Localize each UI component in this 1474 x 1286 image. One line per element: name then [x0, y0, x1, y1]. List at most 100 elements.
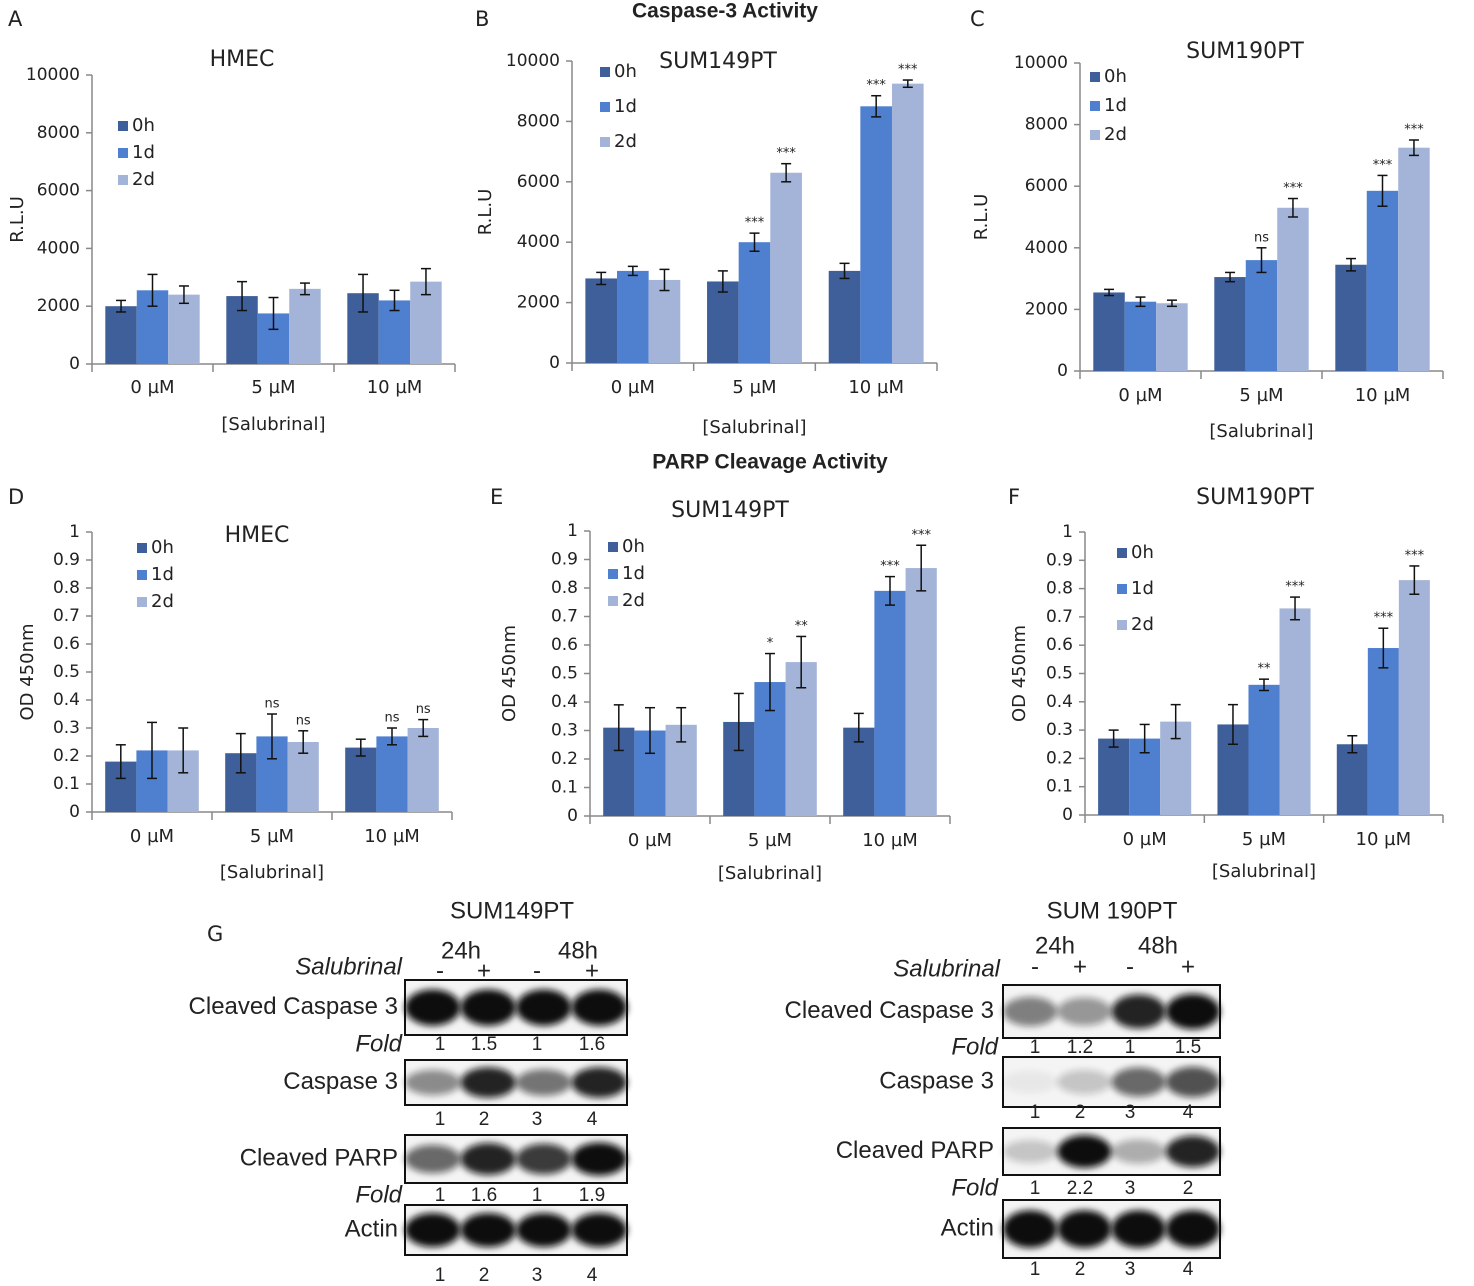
y-tick-label: 0.5	[1046, 664, 1073, 684]
legend-label: 2d	[1131, 614, 1154, 635]
blot-band	[1003, 1070, 1058, 1094]
bar	[828, 270, 861, 363]
chart-title: HMEC	[210, 47, 275, 72]
legend-label: 0h	[622, 536, 645, 557]
blot-band	[571, 1067, 627, 1098]
y-tick-label: 0.2	[551, 749, 578, 769]
blot-band	[1057, 1135, 1112, 1168]
blot-row-label: Cleaved Caspase 3	[785, 997, 994, 1024]
bar	[1098, 738, 1130, 815]
lane-number: 4	[587, 1109, 598, 1130]
bar	[1335, 264, 1367, 371]
treatment-sign: +	[1181, 953, 1195, 980]
legend-label: 2d	[151, 591, 174, 612]
x-axis-label: [Salubrinal]	[1212, 861, 1316, 882]
lane-number: 1	[1030, 1259, 1041, 1280]
blot-band	[460, 1143, 516, 1175]
legend-swatch	[137, 543, 147, 553]
blot-band	[1057, 1210, 1112, 1248]
fold-label: Fold	[355, 1030, 402, 1057]
y-tick-label: 0.6	[1046, 635, 1073, 655]
y-tick-label: 0.9	[1046, 550, 1073, 570]
significance-label: ***	[898, 63, 918, 78]
y-tick-label: 1	[567, 521, 578, 541]
legend-label: 2d	[132, 169, 155, 190]
treatment-sign: +	[585, 957, 599, 984]
y-tick-label: 8000	[517, 111, 560, 131]
blot-band	[571, 1142, 627, 1176]
lane-number: 3	[532, 1109, 543, 1130]
fold-value: 1.2	[1067, 1037, 1093, 1058]
fold-value: 1.6	[471, 1185, 497, 1206]
legend-label: 0h	[151, 537, 174, 558]
legend-swatch	[118, 175, 128, 185]
x-tick-label: 10 µM	[848, 377, 904, 398]
fold-value: 1.5	[471, 1034, 497, 1055]
blot-band	[460, 989, 516, 1026]
significance-label: ***	[1374, 611, 1394, 626]
x-tick-label: 10 µM	[862, 830, 918, 851]
y-tick-label: 0.1	[1046, 777, 1073, 797]
legend-swatch	[608, 596, 618, 606]
legend-label: 1d	[1131, 578, 1154, 599]
x-axis-label: [Salubrinal]	[220, 862, 324, 883]
y-tick-label: 0.1	[551, 778, 578, 798]
legend-swatch	[137, 570, 147, 580]
y-tick-label: 0.7	[551, 607, 578, 627]
y-axis-label: OD 450nm	[499, 625, 520, 722]
blot-band	[405, 1144, 461, 1174]
panel-letter: B	[475, 7, 489, 31]
bar	[1248, 684, 1280, 815]
blot-row-label: Caspase 3	[283, 1068, 398, 1095]
y-tick-label: 0.8	[1046, 579, 1073, 599]
bar	[407, 728, 439, 812]
legend-label: 0h	[1131, 542, 1154, 563]
fold-label: Fold	[355, 1181, 402, 1208]
blot-band	[571, 989, 627, 1026]
panel-letter: A	[8, 7, 23, 31]
y-tick-label: 4000	[1025, 238, 1068, 258]
lane-number: 2	[1075, 1102, 1086, 1123]
y-axis-label: OD 450nm	[17, 623, 38, 720]
y-tick-label: 4000	[517, 232, 560, 252]
panel-letter: E	[490, 485, 503, 509]
blot-title: SUM 190PT	[1047, 897, 1178, 924]
y-tick-label: 0.4	[551, 692, 578, 712]
significance-label: ***	[880, 559, 900, 574]
blot-row-label: Cleaved PARP	[240, 1144, 398, 1171]
blot-band	[460, 1067, 516, 1098]
legend-label: 0h	[1104, 66, 1127, 87]
y-tick-label: 0.5	[53, 662, 80, 682]
significance-label: ***	[1283, 181, 1303, 196]
legend-swatch	[1090, 130, 1100, 140]
legend-swatch	[1090, 72, 1100, 82]
fold-label: Fold	[951, 1033, 998, 1060]
blot-band	[516, 1143, 572, 1175]
legend-swatch	[608, 542, 618, 552]
y-tick-label: 0	[1062, 805, 1073, 825]
bar	[168, 294, 200, 364]
section-title: PARP Cleavage Activity	[652, 451, 888, 474]
panel-letter: C	[970, 7, 985, 31]
y-tick-label: 0.7	[1046, 607, 1073, 627]
bar	[860, 106, 892, 364]
treatment-label: Salubrinal	[295, 953, 402, 980]
y-tick-label: 0.3	[551, 721, 578, 741]
treatment-sign: -	[1031, 953, 1039, 980]
blot-band	[1111, 1210, 1166, 1248]
fold-value: 2	[1183, 1178, 1194, 1199]
legend-swatch	[1090, 101, 1100, 111]
bar	[905, 568, 937, 816]
significance-label: ***	[776, 146, 796, 161]
fold-value: 1.6	[579, 1034, 605, 1055]
legend-swatch	[1117, 620, 1127, 630]
fold-value: 1	[435, 1034, 446, 1055]
significance-label: ns	[296, 713, 311, 728]
significance-label: ***	[1405, 548, 1425, 563]
panel-letter: G	[207, 922, 223, 946]
y-tick-label: 2000	[37, 296, 80, 316]
x-axis-label: [Salubrinal]	[702, 417, 806, 438]
panel-letter: F	[1008, 485, 1020, 509]
bar	[1214, 277, 1246, 371]
legend-swatch	[118, 121, 128, 131]
